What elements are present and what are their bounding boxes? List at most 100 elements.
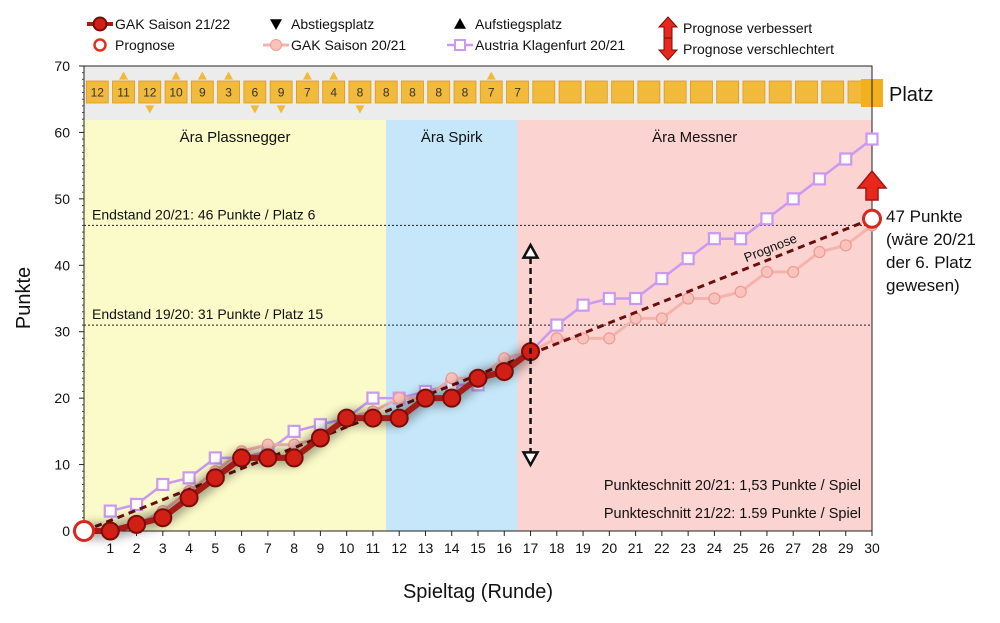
x-tick-label: 15 bbox=[470, 540, 486, 556]
austria-point bbox=[812, 172, 827, 186]
gak-2122-point bbox=[468, 368, 488, 388]
prognosis-start-point bbox=[73, 520, 95, 542]
austria-point bbox=[655, 271, 669, 286]
legend-swatch-marker bbox=[93, 38, 107, 52]
rank-box bbox=[637, 80, 661, 104]
legend-label: Austria Klagenfurt 20/21 bbox=[475, 37, 625, 53]
rank-down-marker bbox=[276, 105, 286, 114]
rank-box bbox=[427, 80, 451, 104]
gak-2122-point bbox=[258, 448, 278, 468]
gak-2122-point bbox=[232, 448, 252, 468]
x-tick-label: 22 bbox=[654, 540, 670, 556]
gak-2021-point bbox=[682, 292, 695, 305]
rank-box bbox=[479, 80, 503, 104]
x-tick-label: 30 bbox=[864, 540, 880, 556]
gak-2122-point bbox=[284, 448, 304, 468]
rank-strip-background bbox=[84, 66, 872, 120]
y-tick-label: 0 bbox=[62, 523, 70, 539]
y-axis-title: Punkte bbox=[13, 267, 35, 329]
x-tick-label: 7 bbox=[264, 540, 272, 556]
gak-2122-point bbox=[179, 488, 199, 508]
gak-2021-point bbox=[839, 239, 852, 252]
rank-number: 7 bbox=[488, 86, 495, 100]
series-layer: Prognose bbox=[73, 132, 882, 542]
gak-2021-point bbox=[813, 245, 826, 259]
rank-number: 8 bbox=[462, 86, 469, 100]
rank-box bbox=[663, 80, 687, 104]
legend-swatch-marker bbox=[92, 16, 108, 32]
prognosis-improved-arrow bbox=[856, 169, 888, 201]
austria-point bbox=[366, 391, 380, 405]
x-tick-label: 8 bbox=[290, 540, 298, 556]
rank-box bbox=[269, 80, 293, 104]
austria-point bbox=[760, 212, 774, 226]
y-tick-label: 60 bbox=[54, 124, 70, 140]
x-tick-label: 5 bbox=[211, 540, 219, 556]
austria-point bbox=[208, 451, 222, 465]
gak-2021-point bbox=[760, 265, 774, 279]
gak-2122-point bbox=[415, 388, 435, 408]
rank-number: 9 bbox=[278, 86, 285, 100]
legend-swatch-marker bbox=[454, 39, 466, 51]
x-tick-label: 27 bbox=[785, 540, 801, 556]
legend-label: Prognose verbessert bbox=[683, 20, 812, 36]
x-tick-label: 10 bbox=[339, 540, 355, 556]
reference-label-1: Endstand 19/20: 31 Punkte / Platz 15 bbox=[92, 306, 323, 322]
rank-up-marker bbox=[302, 71, 312, 80]
austria-point bbox=[103, 504, 117, 518]
legend-label: GAK Saison 21/22 bbox=[115, 16, 230, 32]
era-label-2: Ära Messner bbox=[652, 129, 737, 146]
y-tick-label: 30 bbox=[54, 324, 70, 340]
austria-point bbox=[287, 424, 301, 438]
prognosis-end-label-line: 47 Punkte bbox=[886, 207, 963, 226]
rank-number: 8 bbox=[357, 86, 364, 100]
legend-swatch-marker bbox=[454, 18, 466, 29]
legend: GAK Saison 21/22 Prognose Abstiegsplatz GAK… bbox=[87, 16, 834, 61]
x-tick-label: 2 bbox=[133, 540, 141, 556]
average-annotation-0: Punkteschnitt 20/21: 1,53 Punkte / Spiel bbox=[604, 478, 861, 494]
austria-point bbox=[839, 152, 853, 166]
gak-2021-point bbox=[708, 292, 721, 305]
legend-label: Abstiegsplatz bbox=[291, 16, 374, 32]
rank-box bbox=[768, 80, 792, 104]
rank-up-marker bbox=[171, 71, 181, 80]
rank-box bbox=[164, 80, 188, 104]
legend-swatch-marker bbox=[657, 37, 679, 61]
x-tick-label: 14 bbox=[444, 540, 460, 556]
annotations: 47 Punkte (wäre 20/21 der 6. Platz gewesen)… bbox=[521, 169, 976, 522]
legend-swatch-marker bbox=[270, 39, 282, 51]
reference-lines: Endstand 20/21: 46 Punkte / Platz 6 Endst… bbox=[84, 206, 872, 326]
legend-swatch-marker bbox=[270, 19, 282, 30]
rank-up-marker bbox=[197, 71, 207, 80]
x-tick-label: 25 bbox=[733, 540, 749, 556]
rank-number: 8 bbox=[383, 86, 390, 100]
rank-number: 11 bbox=[117, 86, 130, 100]
gak-2122-point bbox=[363, 408, 383, 428]
x-tick-label: 16 bbox=[496, 540, 512, 556]
legend-label: Aufstiegsplatz bbox=[475, 16, 562, 32]
rank-box bbox=[716, 80, 740, 104]
rank-number: 8 bbox=[435, 86, 442, 100]
austria-point bbox=[156, 477, 170, 492]
gak-2122-point bbox=[389, 408, 409, 428]
rank-number: 4 bbox=[330, 86, 337, 100]
rank-box bbox=[532, 80, 556, 104]
gak-2021-point bbox=[445, 372, 458, 385]
rank-box bbox=[690, 80, 713, 104]
austria-point bbox=[628, 291, 643, 306]
y-tick-label: 10 bbox=[54, 457, 70, 473]
era-label-1: Ära Spirk bbox=[421, 129, 483, 146]
rank-number: 12 bbox=[143, 86, 157, 100]
rank-box bbox=[506, 80, 529, 104]
rank-label: Platz bbox=[889, 84, 933, 106]
rank-box bbox=[322, 80, 346, 104]
rank-down-marker bbox=[355, 105, 365, 114]
era-band-1 bbox=[386, 120, 518, 531]
gak-2021-point bbox=[603, 332, 616, 345]
legend-entry: GAK Saison 20/21 bbox=[263, 37, 406, 53]
gak-2021-point bbox=[393, 392, 406, 405]
legend-entry: Abstiegsplatz bbox=[270, 16, 374, 32]
austria-point bbox=[550, 318, 564, 332]
